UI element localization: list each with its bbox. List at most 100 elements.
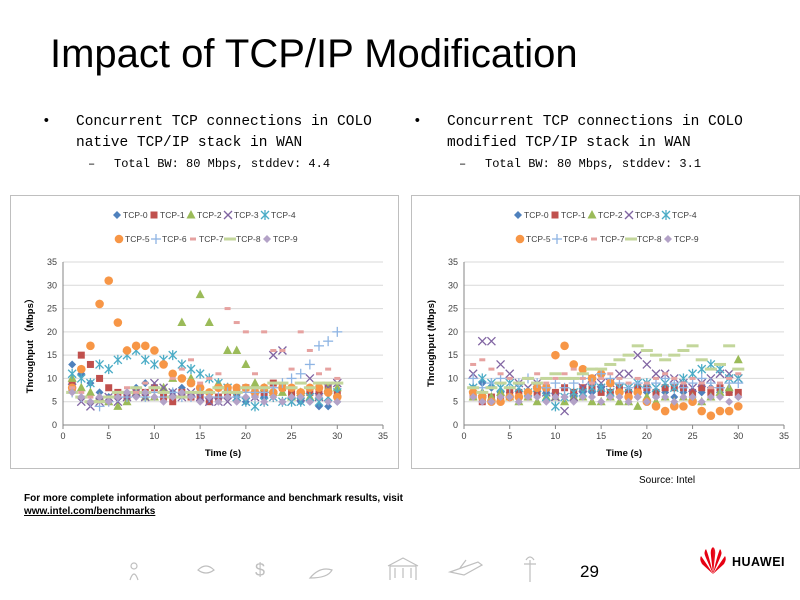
point-tcp-9	[615, 393, 624, 402]
x-tick-label: 5	[507, 431, 512, 441]
point-tcp-7	[534, 372, 541, 376]
point-tcp-7	[178, 367, 185, 371]
point-tcp-7	[252, 372, 258, 376]
point-tcp-7	[306, 348, 313, 352]
point-tcp-7	[698, 381, 705, 385]
point-tcp-1	[725, 388, 733, 396]
legend-marker-tcp-3	[223, 210, 233, 220]
point-tcp-5	[514, 392, 524, 402]
right-bullet-text: Concurrent TCP connections in COLO modif…	[447, 114, 743, 151]
point-tcp-7	[598, 376, 605, 380]
point-tcp-8	[494, 381, 507, 385]
legend-label-tcp-6: TCP-6	[563, 234, 588, 244]
native-stack-chart: TCP-0 TCP-1 TCP-2 TCP-3 TCP-4 TCP-5 TCP-6 TCP-7…	[10, 195, 399, 469]
point-tcp-8	[622, 353, 635, 357]
point-tcp-9	[652, 393, 660, 402]
point-tcp-9	[269, 393, 278, 402]
point-tcp-9	[670, 397, 679, 406]
legend-item: TCP-1	[150, 210, 185, 220]
dash-icon: –	[88, 157, 96, 171]
point-tcp-9	[260, 397, 269, 406]
point-tcp-9	[95, 393, 104, 402]
right-column: • Concurrent TCP connections in COLO mod…	[413, 112, 768, 171]
legend-label-tcp-1: TCP-1	[160, 210, 185, 220]
y-tick-label: 5	[453, 397, 458, 407]
point-tcp-3	[149, 378, 159, 388]
y-axis-title: Throughput (Mbps)	[426, 300, 437, 387]
point-tcp-0	[324, 402, 333, 411]
point-tcp-9	[324, 397, 333, 406]
right-bullet: • Concurrent TCP connections in COLO mod…	[413, 112, 768, 154]
legend-marker-tcp-6	[151, 234, 161, 244]
point-tcp-5	[496, 397, 505, 407]
point-tcp-7	[625, 381, 632, 385]
legend-label-tcp-0: TCP-0	[524, 210, 549, 220]
point-tcp-9	[697, 397, 706, 406]
point-tcp-8	[157, 390, 170, 394]
series-tcp-7	[470, 358, 742, 390]
left-sub-bullet: – Total BW: 80 Mbps, stddev: 4.4	[42, 157, 397, 171]
point-tcp-9	[196, 397, 205, 406]
point-tcp-9	[287, 393, 296, 402]
legend-item: TCP-0	[514, 210, 549, 220]
page-number: 29	[580, 562, 599, 581]
legend-label-tcp-8: TCP-8	[637, 234, 662, 244]
legend-marker-tcp-2	[186, 210, 196, 219]
point-tcp-8	[659, 358, 672, 362]
point-tcp-7	[470, 362, 477, 366]
legend-item: TCP-1	[551, 210, 586, 220]
left-bullet: • Concurrent TCP connections in COLO nat…	[42, 112, 397, 154]
point-tcp-6	[559, 382, 570, 393]
legend-item: TCP-7	[190, 234, 224, 244]
point-tcp-8	[230, 390, 243, 394]
y-tick-label: 30	[47, 280, 57, 290]
point-tcp-2	[76, 382, 86, 392]
x-tick-label: 35	[779, 431, 789, 441]
legend-label-tcp-4: TCP-4	[672, 210, 697, 220]
legend-marker-tcp-1	[551, 211, 559, 219]
point-tcp-9	[214, 397, 223, 406]
point-tcp-9	[478, 397, 487, 406]
point-tcp-7	[735, 372, 742, 376]
legend-marker-tcp-4	[260, 210, 270, 220]
point-tcp-8	[485, 386, 498, 390]
legend-item: TCP-5	[515, 234, 551, 244]
point-tcp-9	[278, 397, 287, 406]
legend-label-tcp-0: TCP-0	[123, 210, 148, 220]
point-tcp-9	[542, 397, 551, 406]
left-sub-bullet-text: Total BW: 80 Mbps, stddev: 4.4	[114, 157, 331, 171]
point-tcp-8	[576, 372, 589, 376]
x-tick-label: 30	[733, 431, 743, 441]
point-tcp-8	[322, 381, 335, 385]
point-tcp-2	[223, 345, 233, 354]
legend-marker-tcp-7	[190, 237, 196, 241]
point-tcp-1	[698, 384, 706, 392]
y-tick-label: 20	[448, 327, 458, 337]
point-tcp-5	[296, 388, 306, 397]
legend-item: TCP-5	[114, 234, 150, 244]
point-tcp-9	[487, 397, 496, 406]
modified-stack-chart: TCP-0 TCP-1 TCP-2 TCP-3 TCP-4 TCP-5 TCP-6 TCP-7…	[411, 195, 800, 469]
x-axis-title: Time (s)	[606, 448, 642, 459]
y-tick-label: 25	[47, 304, 57, 314]
point-tcp-8	[239, 386, 252, 390]
point-tcp-4	[76, 373, 86, 384]
point-tcp-8	[531, 381, 544, 385]
y-tick-label: 15	[448, 350, 458, 360]
point-tcp-5	[468, 388, 478, 397]
point-tcp-5	[679, 402, 688, 411]
point-tcp-7	[87, 395, 94, 399]
figure-icon	[129, 573, 139, 581]
legend-item: TCP-3	[624, 210, 660, 220]
point-tcp-8	[130, 386, 143, 390]
point-tcp-5	[86, 341, 95, 351]
point-tcp-9	[514, 397, 523, 406]
point-tcp-9	[315, 393, 323, 402]
benchmarks-link[interactable]: www.intel.com/benchmarks	[24, 506, 156, 517]
point-tcp-7	[206, 376, 213, 380]
point-tcp-8	[613, 358, 626, 362]
source-note: Source: Intel	[639, 475, 696, 486]
data-points	[66, 276, 344, 412]
point-tcp-5	[314, 383, 324, 393]
legend-marker-tcp-5	[114, 234, 124, 244]
